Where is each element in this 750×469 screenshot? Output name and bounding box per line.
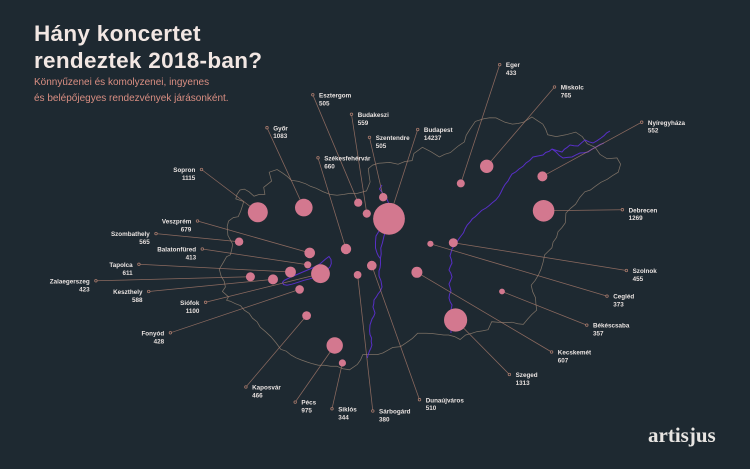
svg-text:Szombathely: Szombathely: [111, 231, 150, 238]
svg-text:1083: 1083: [273, 133, 288, 140]
svg-text:380: 380: [379, 417, 390, 424]
svg-text:433: 433: [506, 70, 517, 77]
svg-text:Sopron: Sopron: [173, 167, 195, 174]
svg-text:1269: 1269: [629, 215, 644, 222]
svg-text:Keszthely: Keszthely: [113, 289, 143, 296]
svg-text:1100: 1100: [186, 308, 200, 315]
svg-text:607: 607: [558, 358, 569, 365]
svg-text:344: 344: [338, 414, 349, 421]
svg-text:Szentendre: Szentendre: [376, 135, 410, 142]
svg-text:428: 428: [154, 338, 165, 345]
svg-text:679: 679: [181, 227, 192, 234]
svg-text:Kaposvár: Kaposvár: [252, 385, 281, 392]
svg-text:Szolnok: Szolnok: [633, 268, 658, 275]
svg-text:505: 505: [319, 100, 330, 107]
svg-text:Siklós: Siklós: [338, 406, 357, 413]
svg-text:Kecskemét: Kecskemét: [558, 350, 592, 357]
svg-text:413: 413: [186, 255, 197, 262]
svg-text:1313: 1313: [516, 380, 531, 387]
svg-text:Eger: Eger: [506, 62, 521, 69]
svg-text:455: 455: [633, 276, 644, 283]
svg-text:660: 660: [324, 163, 335, 170]
svg-text:565: 565: [139, 239, 150, 246]
svg-text:765: 765: [561, 93, 572, 100]
svg-text:Cegléd: Cegléd: [613, 294, 634, 301]
svg-text:Békéscsaba: Békéscsaba: [593, 323, 630, 330]
svg-text:505: 505: [376, 143, 387, 150]
svg-text:Pécs: Pécs: [301, 400, 316, 407]
svg-text:611: 611: [123, 270, 134, 277]
svg-text:Miskolc: Miskolc: [561, 85, 585, 92]
svg-text:Sárbogárd: Sárbogárd: [379, 409, 411, 416]
svg-text:559: 559: [358, 120, 369, 127]
svg-text:Veszprém: Veszprém: [162, 219, 192, 226]
svg-text:Esztergom: Esztergom: [319, 92, 352, 99]
svg-text:Székesfehérvár: Székesfehérvár: [324, 155, 371, 162]
svg-text:Szeged: Szeged: [516, 372, 538, 379]
svg-text:423: 423: [79, 286, 90, 293]
svg-text:Budapest: Budapest: [424, 127, 454, 134]
svg-text:1115: 1115: [182, 175, 196, 182]
svg-text:510: 510: [426, 405, 437, 412]
svg-text:588: 588: [132, 297, 143, 304]
svg-text:Tapolca: Tapolca: [109, 262, 133, 269]
svg-text:357: 357: [593, 331, 604, 338]
svg-text:Nyíregyháza: Nyíregyháza: [648, 120, 686, 127]
svg-text:Debrecen: Debrecen: [629, 207, 658, 214]
svg-text:466: 466: [252, 393, 263, 400]
svg-text:Győr: Győr: [273, 125, 288, 132]
svg-text:373: 373: [613, 302, 624, 309]
svg-text:Budakeszi: Budakeszi: [358, 112, 389, 119]
svg-text:975: 975: [301, 408, 312, 415]
svg-text:552: 552: [648, 128, 659, 135]
svg-text:Fonyód: Fonyód: [141, 330, 164, 337]
svg-text:Siófok: Siófok: [180, 300, 200, 307]
svg-text:Zalaegerszeg: Zalaegerszeg: [50, 278, 90, 285]
svg-text:Balatonfüred: Balatonfüred: [157, 247, 196, 254]
svg-text:Dunaújváros: Dunaújváros: [426, 397, 465, 404]
svg-text:14237: 14237: [424, 135, 442, 142]
